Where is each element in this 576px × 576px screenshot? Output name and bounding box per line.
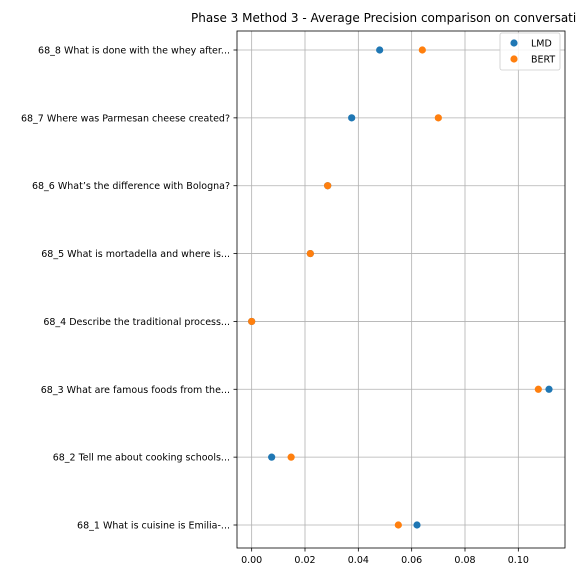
legend-label: LMD (531, 39, 552, 50)
point-bert (394, 521, 402, 529)
x-tick-label: 0.04 (348, 555, 369, 566)
x-tick-label: 0.08 (454, 555, 475, 566)
chart-title: Phase 3 Method 3 - Average Precision com… (191, 11, 576, 25)
category-label: 68_6 What’s the difference with Bologna? (32, 181, 230, 192)
category-label: 68_4 Describe the traditional process... (43, 317, 230, 328)
grid (233, 31, 565, 552)
point-lmd (376, 46, 384, 54)
point-bert (324, 182, 332, 190)
x-tick-labels: 0.00 0.02 0.04 0.06 0.08 0.10 (241, 555, 529, 566)
point-bert (534, 385, 542, 393)
data-points (248, 46, 553, 529)
point-lmd (413, 521, 421, 529)
category-label: 68_8 What is done with the whey after... (38, 46, 230, 57)
plot-area (236, 30, 566, 549)
category-label: 68_3 What are famous foods from the... (41, 385, 230, 396)
category-label: 68_5 What is mortadella and where is... (41, 249, 230, 260)
point-bert (248, 317, 256, 326)
category-label: 68_2 Tell me about cooking schools... (53, 453, 230, 464)
category-label: 68_1 What is cuisine is Emilia-... (77, 521, 230, 532)
point-lmd (268, 453, 276, 461)
x-tick-label: 0.06 (401, 555, 422, 566)
point-bert (434, 114, 442, 122)
legend: LMD BERT (499, 32, 561, 71)
legend-marker (510, 39, 518, 47)
category-labels: 68_8 What is done with the whey after...… (21, 46, 230, 532)
legend-marker (510, 55, 518, 63)
point-lmd (545, 385, 553, 393)
category-label: 68_7 Where was Parmesan cheese created? (21, 113, 230, 124)
point-lmd (348, 114, 356, 122)
point-bert (306, 249, 314, 258)
x-tick-label: 0.02 (294, 555, 315, 566)
point-bert (287, 453, 295, 461)
x-tick-label: 0.00 (241, 555, 262, 566)
point-bert (418, 46, 426, 54)
x-tick-label: 0.10 (508, 555, 529, 566)
legend-label: BERT (531, 55, 555, 66)
